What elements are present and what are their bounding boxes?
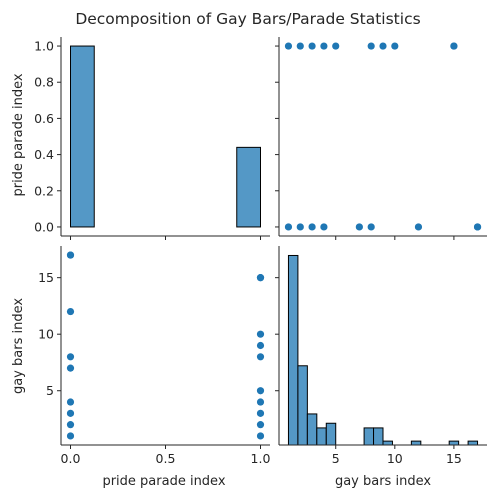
bl-xtick-label: 1.0 [251,451,271,466]
scatter-point [256,398,265,406]
histogram-bar [287,254,299,446]
scatter-point [284,223,293,231]
scatter-point [256,432,265,440]
scatter-point [256,387,265,395]
scatter-point [256,341,265,350]
panel-pride-vs-bars-scatter [275,37,487,240]
histogram-bar [467,440,479,446]
histogram-bar [373,427,384,446]
scatter-point [284,42,293,50]
xlabel-gay-bars-index: gay bars index [335,474,431,489]
scatter-point [296,42,304,50]
scatter-point [320,223,328,231]
panel-pride-histogram: 0.0 0.2 0.4 0.6 0.8 1.0 [34,37,270,240]
scatter-point [256,330,265,338]
scatter-point [367,223,375,231]
histogram-bar [448,440,460,446]
scatter-point [66,409,75,417]
bl-xtick-label: 0.0 [61,451,81,466]
bl-ytick-label: 15 [38,270,54,285]
scatter-point [66,353,75,361]
tl-ytick-label: 0.2 [34,183,54,198]
scatter-point [308,223,316,231]
scatter-point [391,42,399,50]
scatter-point [473,223,482,231]
histogram-bar [382,440,393,446]
scatter-point [256,409,265,417]
scatter-point [367,42,375,50]
tl-ytick-label: 0.4 [34,147,54,162]
chart-title: Decomposition of Gay Bars/Parade Statist… [75,10,420,28]
scatter-point [66,307,75,316]
br-xtick-label: 10 [387,451,403,466]
ylabel-pride-parade-index: pride parade index [11,73,26,196]
bl-xtick-label: 0.5 [156,451,176,466]
tl-ytick-label: 0.8 [34,75,54,90]
histogram-bar [316,427,327,446]
scatter-point [256,353,265,361]
scatter-point [66,421,75,429]
histogram-bar [306,413,318,446]
br-xtick-label: 15 [446,451,462,466]
scatter-point [66,398,75,406]
histogram-bar [410,440,422,446]
scatter-point [66,251,75,259]
scatter-point [66,364,75,372]
histogram-bar [236,146,261,228]
scatter-point [414,223,423,231]
scatter-point [308,42,316,50]
ylabel-gay-bars-index: gay bars index [11,298,26,394]
scatter-point [66,432,75,440]
br-xtick-label: 5 [332,451,340,466]
panel-bars-vs-pride-scatter: 5 10 15 0.0 0.5 1.0 [38,246,270,466]
scatter-point [332,42,340,50]
tl-ytick-label: 0.0 [34,219,54,234]
scatter-point [256,274,265,282]
scatter-point [256,421,265,429]
bl-ytick-label: 5 [46,383,54,398]
scatter-point [320,42,328,50]
panel-bars-histogram: 5 10 15 [275,246,487,466]
histogram-bar [325,422,337,446]
histogram-bar [297,365,308,446]
histogram-bar [363,427,375,446]
scatter-point [355,223,363,231]
scatter-point [379,42,387,50]
scatter-point [450,42,458,50]
xlabel-pride-parade-index: pride parade index [102,474,225,489]
tl-ytick-label: 0.6 [34,111,54,126]
bl-ytick-label: 10 [38,327,54,342]
scatter-point [296,223,304,231]
tl-ytick-label: 1.0 [34,39,54,54]
histogram-bar [70,45,95,228]
